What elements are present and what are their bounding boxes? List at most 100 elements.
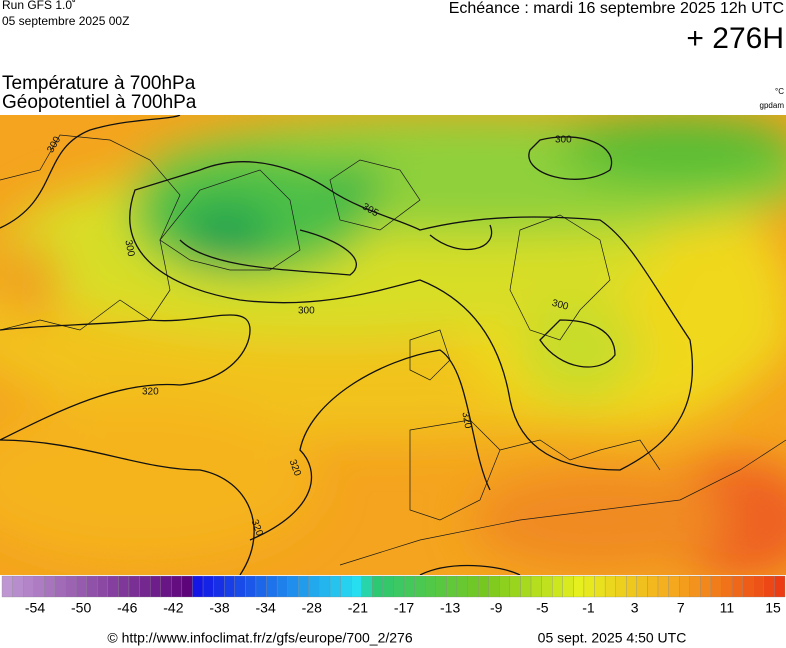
color-bar-labels: -54 -50 -46 -42 -38 -34 -28 -21 -17 -13 -9 -5 -1 3 7 11… bbox=[25, 600, 781, 616]
color-swatch bbox=[499, 575, 511, 598]
color-swatch bbox=[604, 575, 616, 598]
color-swatch bbox=[477, 575, 489, 598]
color-scale-label: -42 bbox=[163, 600, 183, 616]
title-temperature: Température à 700hPa bbox=[2, 73, 196, 94]
color-swatch bbox=[23, 575, 34, 598]
color-swatch bbox=[657, 575, 669, 598]
color-swatch bbox=[710, 575, 722, 598]
color-swatch bbox=[414, 575, 426, 598]
color-swatch bbox=[44, 575, 56, 598]
color-bar bbox=[1, 575, 786, 598]
color-swatch bbox=[679, 575, 690, 598]
color-swatch bbox=[118, 575, 130, 598]
color-swatch bbox=[435, 575, 447, 598]
color-swatch bbox=[403, 575, 415, 598]
color-swatch bbox=[75, 575, 87, 598]
color-swatch bbox=[393, 575, 405, 598]
color-swatch bbox=[774, 575, 786, 598]
color-swatch bbox=[636, 575, 648, 598]
color-swatch bbox=[721, 575, 733, 598]
color-swatch bbox=[647, 575, 659, 598]
color-scale-label: -17 bbox=[394, 600, 414, 616]
color-swatch bbox=[731, 575, 743, 598]
color-scale-label: -46 bbox=[117, 600, 137, 616]
color-scale-label: -54 bbox=[25, 600, 45, 616]
color-swatch bbox=[742, 575, 754, 598]
color-swatch bbox=[594, 575, 606, 598]
color-swatch bbox=[753, 575, 764, 598]
color-scale-label: 15 bbox=[765, 600, 781, 616]
color-swatch bbox=[530, 575, 542, 598]
temp-unit: °C bbox=[775, 87, 784, 96]
forecast: Echéance : mardi 16 septembre 2025 12h U… bbox=[449, 0, 784, 17]
color-swatch bbox=[97, 575, 108, 598]
color-swatch bbox=[171, 575, 183, 598]
color-swatch bbox=[12, 575, 24, 598]
color-swatch bbox=[298, 575, 310, 598]
color-swatch bbox=[33, 575, 45, 598]
color-swatch bbox=[467, 575, 479, 598]
color-scale-label: 11 bbox=[720, 600, 735, 616]
color-swatch bbox=[202, 575, 214, 598]
color-swatch bbox=[382, 575, 394, 598]
color-swatch bbox=[139, 575, 151, 598]
color-swatch bbox=[181, 575, 193, 598]
color-scale-label: -50 bbox=[71, 600, 91, 616]
color-scale-label: 3 bbox=[631, 600, 639, 616]
color-swatch bbox=[541, 575, 553, 598]
color-swatch bbox=[234, 575, 246, 598]
color-swatch bbox=[255, 575, 267, 598]
color-swatch bbox=[54, 575, 66, 598]
color-swatch bbox=[446, 575, 458, 598]
color-scale-label: -5 bbox=[536, 600, 549, 616]
color-swatch bbox=[319, 575, 331, 598]
color-swatch bbox=[329, 575, 341, 598]
color-swatch bbox=[700, 575, 712, 598]
color-scale-label: -13 bbox=[440, 600, 460, 616]
color-swatch bbox=[509, 575, 521, 598]
color-swatch bbox=[213, 575, 225, 598]
contour-label: 320 bbox=[459, 411, 473, 430]
color-swatch bbox=[245, 575, 257, 598]
generated-time: 05 sept. 2025 4:50 UTC bbox=[538, 630, 687, 646]
color-swatch bbox=[149, 575, 161, 598]
contour-label: 300 bbox=[555, 135, 572, 146]
run-date: 05 septembre 2025 00Z bbox=[2, 14, 129, 28]
color-swatch bbox=[192, 575, 204, 598]
lead-time: + 276H bbox=[686, 22, 784, 55]
color-swatch bbox=[583, 575, 595, 598]
map bbox=[0, 115, 786, 575]
color-scale-label: -28 bbox=[302, 600, 322, 616]
color-swatch bbox=[456, 575, 468, 598]
color-swatch bbox=[287, 575, 299, 598]
contour-label: 300 bbox=[551, 298, 570, 313]
color-swatch bbox=[160, 575, 172, 598]
color-swatch bbox=[276, 575, 288, 598]
color-scale-label: 7 bbox=[677, 600, 685, 616]
color-swatch bbox=[107, 575, 119, 598]
color-swatch bbox=[372, 575, 384, 598]
color-swatch bbox=[615, 575, 627, 598]
source-url: © http://www.infoclimat.fr/z/gfs/europe/… bbox=[107, 630, 412, 646]
contour-label: 320 bbox=[142, 387, 159, 398]
contour-label: 300 bbox=[122, 239, 136, 258]
color-swatch bbox=[573, 575, 585, 598]
color-swatch bbox=[425, 575, 436, 598]
color-swatch bbox=[562, 575, 574, 598]
color-swatch bbox=[552, 575, 563, 598]
color-swatch bbox=[128, 575, 140, 598]
color-swatch bbox=[308, 575, 320, 598]
color-swatch bbox=[361, 575, 373, 598]
color-swatch bbox=[689, 575, 701, 598]
color-scale-label: -1 bbox=[582, 600, 595, 616]
color-swatch bbox=[1, 575, 13, 598]
color-swatch bbox=[224, 575, 235, 598]
color-swatch bbox=[65, 575, 77, 598]
color-swatch bbox=[626, 575, 638, 598]
title-geopotential: Géopotentiel à 700hPa bbox=[2, 92, 197, 113]
color-swatch bbox=[488, 575, 500, 598]
geo-unit: gpdam bbox=[760, 101, 785, 110]
run: Run GFS 1.0˚ bbox=[2, 0, 76, 12]
color-scale-label: -21 bbox=[348, 600, 368, 616]
